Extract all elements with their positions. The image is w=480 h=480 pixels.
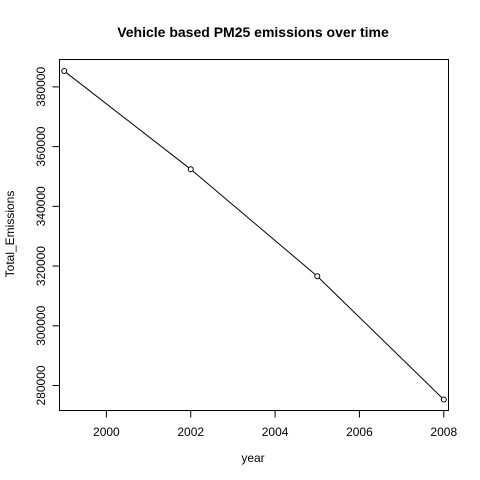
x-tick-label-2002: 2002 — [177, 425, 204, 439]
y-tick-label-300000: 300000 — [34, 305, 48, 345]
y-tick-label-280000: 280000 — [34, 365, 48, 405]
y-tick-label-340000: 340000 — [34, 186, 48, 226]
x-tick-label-2006: 2006 — [346, 425, 373, 439]
x-axis-label: year — [241, 451, 264, 465]
data-point-1999 — [61, 68, 68, 75]
y-tick-label-380000: 380000 — [34, 67, 48, 107]
y-axis: 280000 300000 320000 340000 360000 380000 — [34, 67, 60, 406]
chart-title: Vehicle based PM25 emissions over time — [117, 24, 389, 40]
x-tick-label-2000: 2000 — [93, 425, 120, 439]
data-point-2002 — [187, 166, 194, 173]
series-line — [63, 70, 445, 400]
x-axis: 2000 2002 2004 2006 2008 — [93, 410, 457, 439]
x-tick-label-2008: 2008 — [430, 425, 457, 439]
y-tick-label-360000: 360000 — [34, 126, 48, 166]
data-points — [61, 68, 447, 403]
x-tick-label-2004: 2004 — [262, 425, 289, 439]
data-point-2008 — [440, 396, 447, 403]
y-axis-label: Total_Emissions — [3, 191, 17, 278]
data-point-2005 — [314, 273, 321, 280]
y-tick-label-320000: 320000 — [34, 246, 48, 286]
